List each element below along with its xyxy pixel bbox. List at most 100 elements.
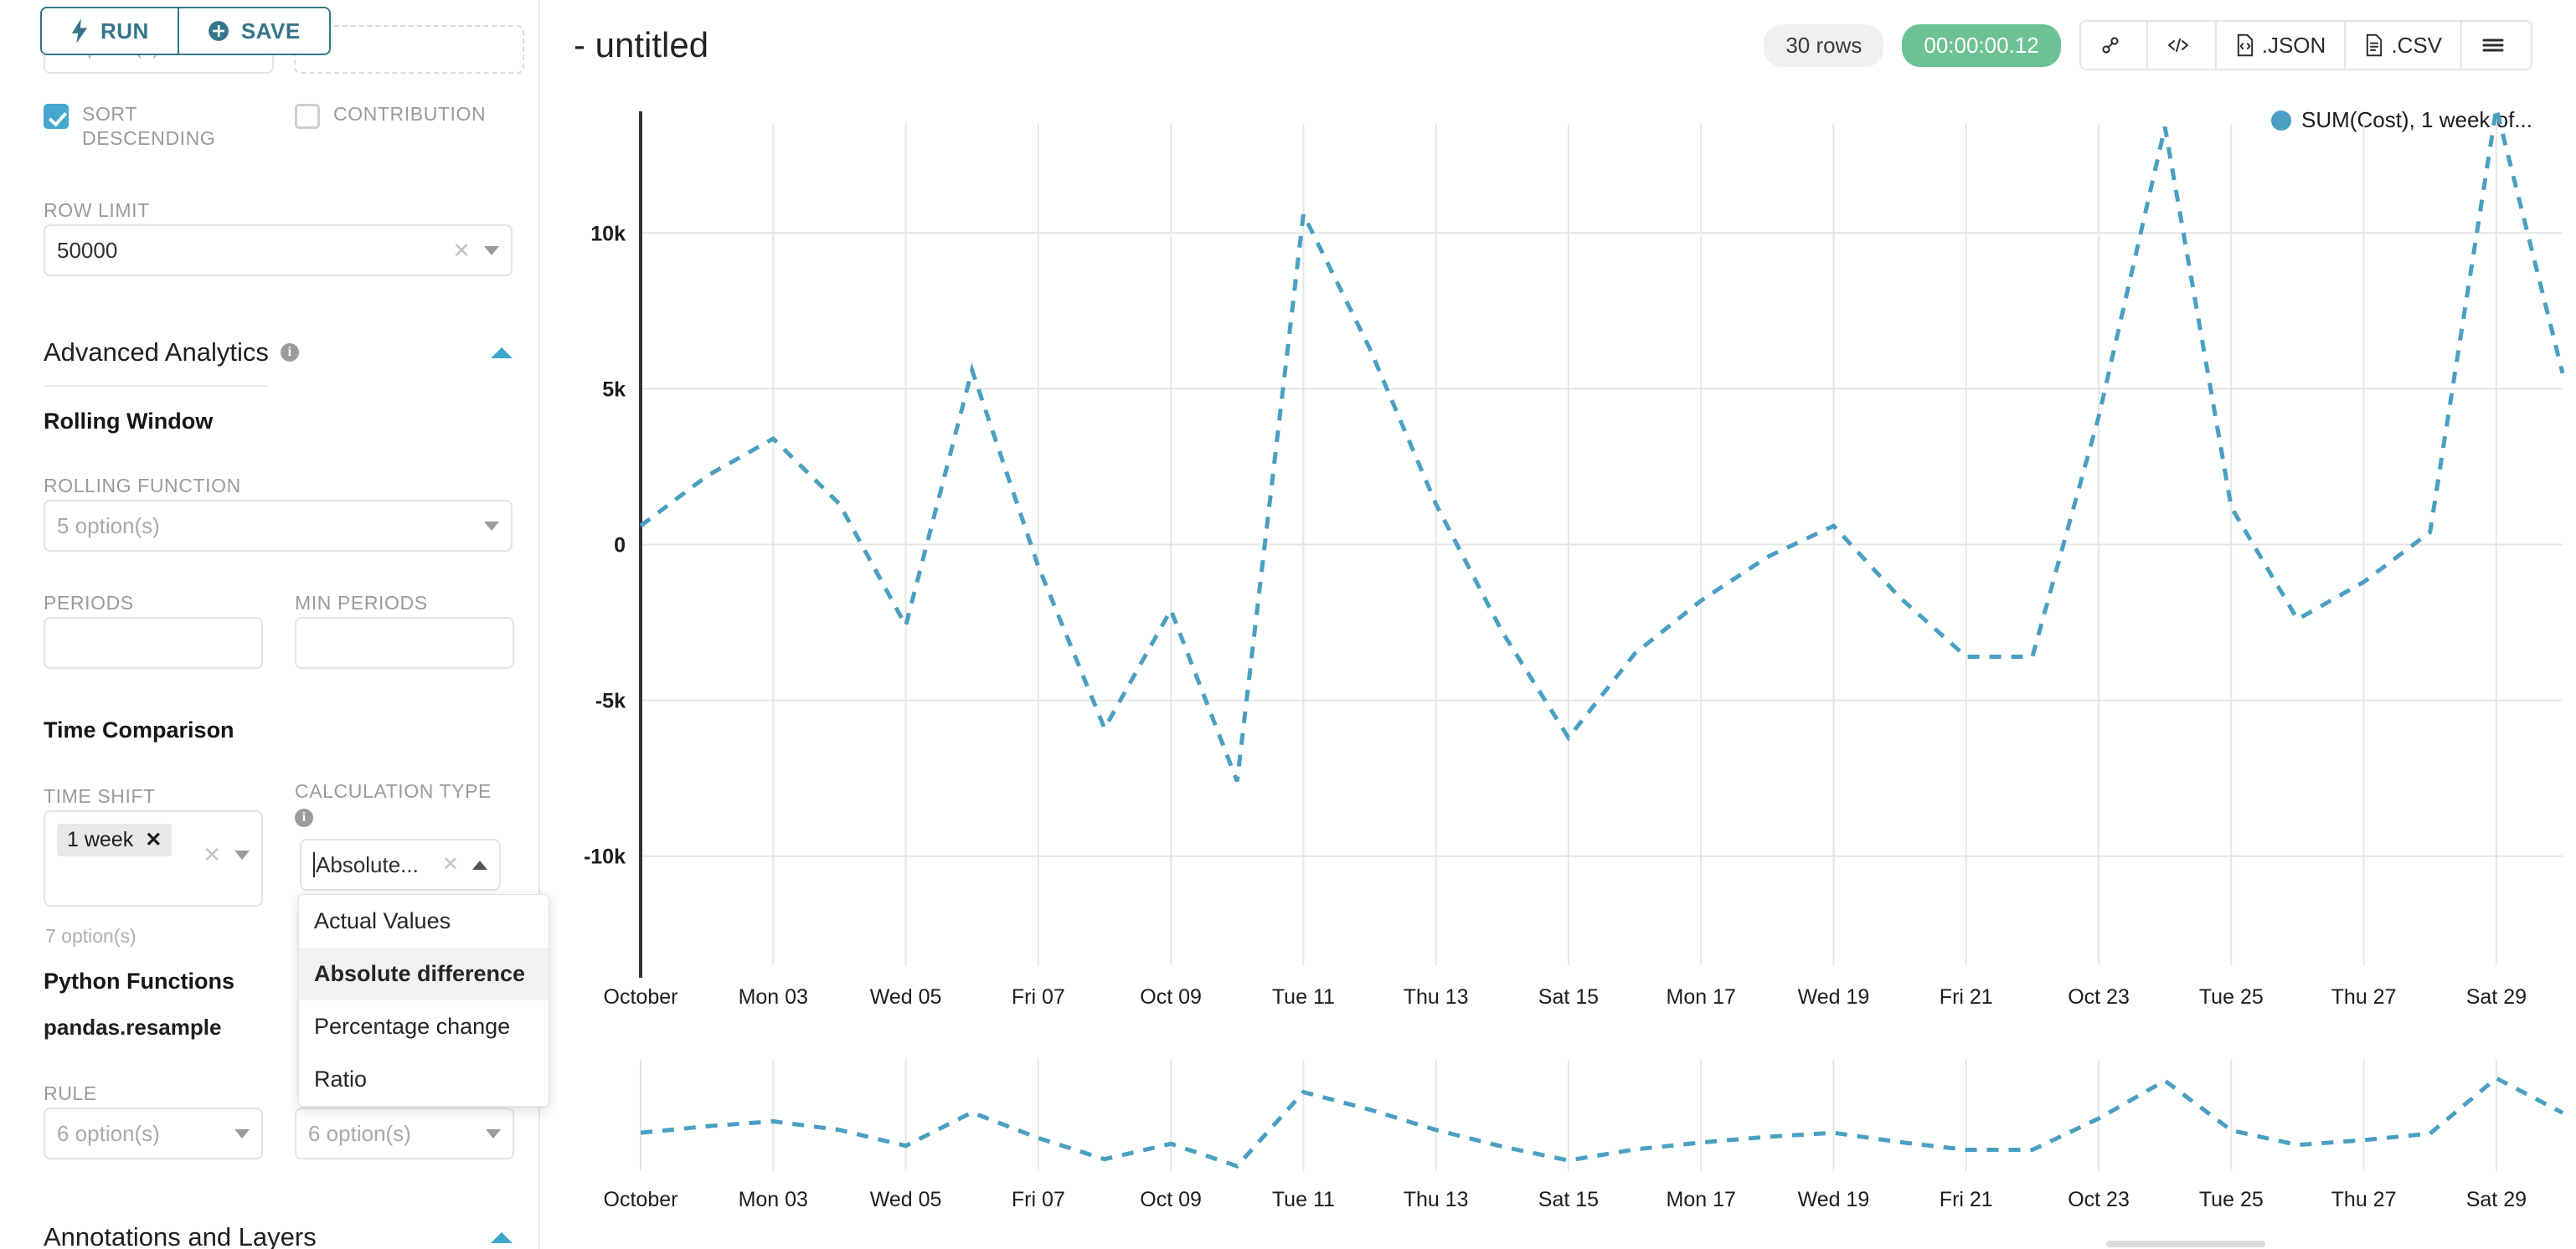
annotations-and-layers-header[interactable]: Annotations and Layers	[44, 1222, 513, 1249]
chevron-up-icon[interactable]	[491, 347, 513, 358]
y-axis-tick-label: 10k	[590, 222, 626, 245]
chevron-down-icon[interactable]	[234, 850, 250, 860]
dropdown-option-percentage-change[interactable]: Percentage change	[314, 1014, 511, 1039]
chevron-down-icon[interactable]	[486, 1128, 501, 1138]
sort-descending-checkbox-row[interactable]: SORT DESCENDING	[44, 102, 258, 151]
brush-x-axis-tick-label: Tue 11	[1272, 1188, 1335, 1211]
sort-descending-label: SORT DESCENDING	[82, 103, 216, 149]
dropdown-option-actual-values[interactable]: Actual Values	[314, 908, 451, 933]
header-button-group: .JSON .CSV	[2079, 20, 2532, 70]
clear-icon[interactable]: ✕	[452, 238, 471, 263]
rule-value: 6 option(s)	[57, 1120, 160, 1146]
info-icon[interactable]: i	[295, 809, 313, 827]
view-query-button[interactable]	[2146, 22, 2215, 69]
save-button[interactable]: SAVE	[177, 8, 329, 54]
time-shift-controls: ✕	[203, 844, 250, 866]
brush-x-axis-tick-label: Thu 27	[2331, 1188, 2397, 1211]
row-limit-controls: ✕	[452, 239, 499, 261]
brush-x-axis-tick-label: Mon 17	[1667, 1188, 1736, 1211]
contribution-label: CONTRIBUTION	[333, 103, 487, 125]
periods-input[interactable]	[44, 617, 263, 669]
rolling-function-label: ROLLING FUNCTION	[44, 475, 241, 496]
calculation-type-dropdown-menu: Actual Values Absolute difference Percen…	[298, 894, 549, 1107]
brush-x-axis-tick-label: Tue 25	[2199, 1188, 2264, 1211]
sort-descending-checkbox[interactable]	[44, 104, 69, 129]
calculation-type-select[interactable]: Absolute... ✕	[300, 839, 501, 891]
brush-x-axis-tick-label: Mon 03	[739, 1188, 808, 1211]
more-menu-button[interactable]	[2460, 22, 2531, 69]
x-axis-tick-label: Sat 15	[1538, 985, 1599, 1009]
run-save-button-group: RUN SAVE	[40, 7, 331, 55]
method-select[interactable]: 6 option(s)	[295, 1108, 514, 1159]
x-axis-tick-label: October	[604, 985, 678, 1009]
brush-x-axis-tick-label: Thu 13	[1404, 1188, 1469, 1211]
download-json-button[interactable]: .JSON	[2214, 22, 2345, 69]
row-limit-label: ROW LIMIT	[44, 199, 150, 221]
clear-icon[interactable]: ✕	[441, 853, 459, 876]
chart-panel: - untitled 30 rows 00:00:00.12	[540, 0, 2576, 1249]
method-value: 6 option(s)	[308, 1120, 411, 1146]
annotations-and-layers-title: Annotations and Layers	[44, 1222, 317, 1249]
series-line-sum-cost[interactable]	[639, 107, 2565, 783]
brush-x-axis-tick-label: Sat 29	[2466, 1188, 2527, 1211]
row-limit-select[interactable]: 50000 ✕	[44, 224, 513, 276]
x-axis-tick-label: Mon 17	[1667, 985, 1736, 1009]
csv-file-icon	[2364, 33, 2384, 57]
remove-tag-icon[interactable]: ✕	[145, 829, 162, 851]
contribution-checkbox-row[interactable]: CONTRIBUTION	[295, 102, 486, 129]
y-axis-tick-label: -10k	[584, 846, 626, 869]
calculation-type-value: Absolute...	[316, 851, 419, 877]
chart-canvas[interactable]: 10k 5k 0 -5k -10k October October Mon 03 Mon 03 W…	[540, 90, 2576, 1249]
chevron-down-icon[interactable]	[484, 245, 499, 255]
method-controls	[486, 1128, 501, 1138]
brush-series-line[interactable]	[640, 1076, 2564, 1169]
python-functions-title: Python Functions	[44, 969, 234, 994]
horizontal-scrollbar-thumb[interactable]	[2106, 1241, 2265, 1247]
time-shift-tag[interactable]: 1 week ✕	[57, 824, 173, 856]
json-file-icon	[2235, 33, 2255, 57]
info-icon[interactable]: i	[280, 343, 299, 362]
brush-x-axis-tick-label: Fri 21	[1940, 1188, 1993, 1211]
x-axis-tick-label: Tue 11	[1272, 985, 1335, 1009]
time-comparison-title: Time Comparison	[44, 717, 234, 743]
download-csv-button[interactable]: .CSV	[2344, 22, 2460, 69]
x-axis-tick-label: Oct 23	[2068, 985, 2130, 1009]
contribution-checkbox[interactable]	[295, 104, 320, 129]
time-shift-select[interactable]: 1 week ✕ ✕	[44, 810, 263, 907]
row-limit-value: 50000	[57, 237, 118, 263]
clear-icon[interactable]: ✕	[203, 842, 221, 867]
x-axis-tick-label: Wed 19	[1798, 985, 1870, 1009]
query-duration-badge: 00:00:00.12	[1902, 23, 2061, 67]
x-axis-tick-label: Tue 25	[2199, 985, 2264, 1009]
x-axis-tick-label: Thu 27	[2331, 985, 2397, 1009]
chevron-down-icon[interactable]	[234, 1128, 250, 1138]
dropdown-option-absolute-difference[interactable]: Absolute difference	[299, 948, 549, 1000]
advanced-analytics-header[interactable]: Advanced Analytics i	[44, 337, 513, 368]
chevron-up-icon[interactable]	[491, 1231, 513, 1243]
lightning-icon	[70, 18, 89, 44]
x-axis-tick-label: Fri 21	[1940, 985, 1993, 1009]
min-periods-label: MIN PERIODS	[295, 592, 428, 614]
save-button-label: SAVE	[240, 18, 301, 44]
brush-x-axis-tick-label: Fri 07	[1012, 1188, 1065, 1211]
clipped-select-right[interactable]	[294, 25, 524, 74]
share-link-button[interactable]	[2080, 22, 2146, 69]
chevron-down-icon[interactable]	[484, 521, 499, 531]
header-actions: 30 rows 00:00:00.12	[1764, 20, 2532, 70]
code-icon	[2166, 34, 2190, 56]
periods-label: PERIODS	[44, 592, 134, 614]
page-title: - untitled	[574, 25, 709, 64]
time-shift-tag-label: 1 week	[67, 828, 134, 851]
rule-select[interactable]: 6 option(s)	[44, 1108, 263, 1159]
download-csv-label: .CSV	[2391, 32, 2442, 58]
line-chart-svg[interactable]: 10k 5k 0 -5k -10k October October Mon 03 Mon 03 W…	[540, 90, 2576, 1249]
x-axis-tick-label: Sat 29	[2466, 985, 2527, 1009]
rule-label: RULE	[44, 1082, 97, 1104]
dropdown-option-ratio[interactable]: Ratio	[314, 1067, 368, 1092]
row-count-badge: 30 rows	[1764, 23, 1884, 67]
min-periods-input[interactable]	[295, 617, 514, 669]
rolling-function-select[interactable]: 5 option(s)	[44, 500, 513, 552]
chevron-up-icon[interactable]	[472, 860, 487, 870]
run-button[interactable]: RUN	[42, 8, 178, 54]
